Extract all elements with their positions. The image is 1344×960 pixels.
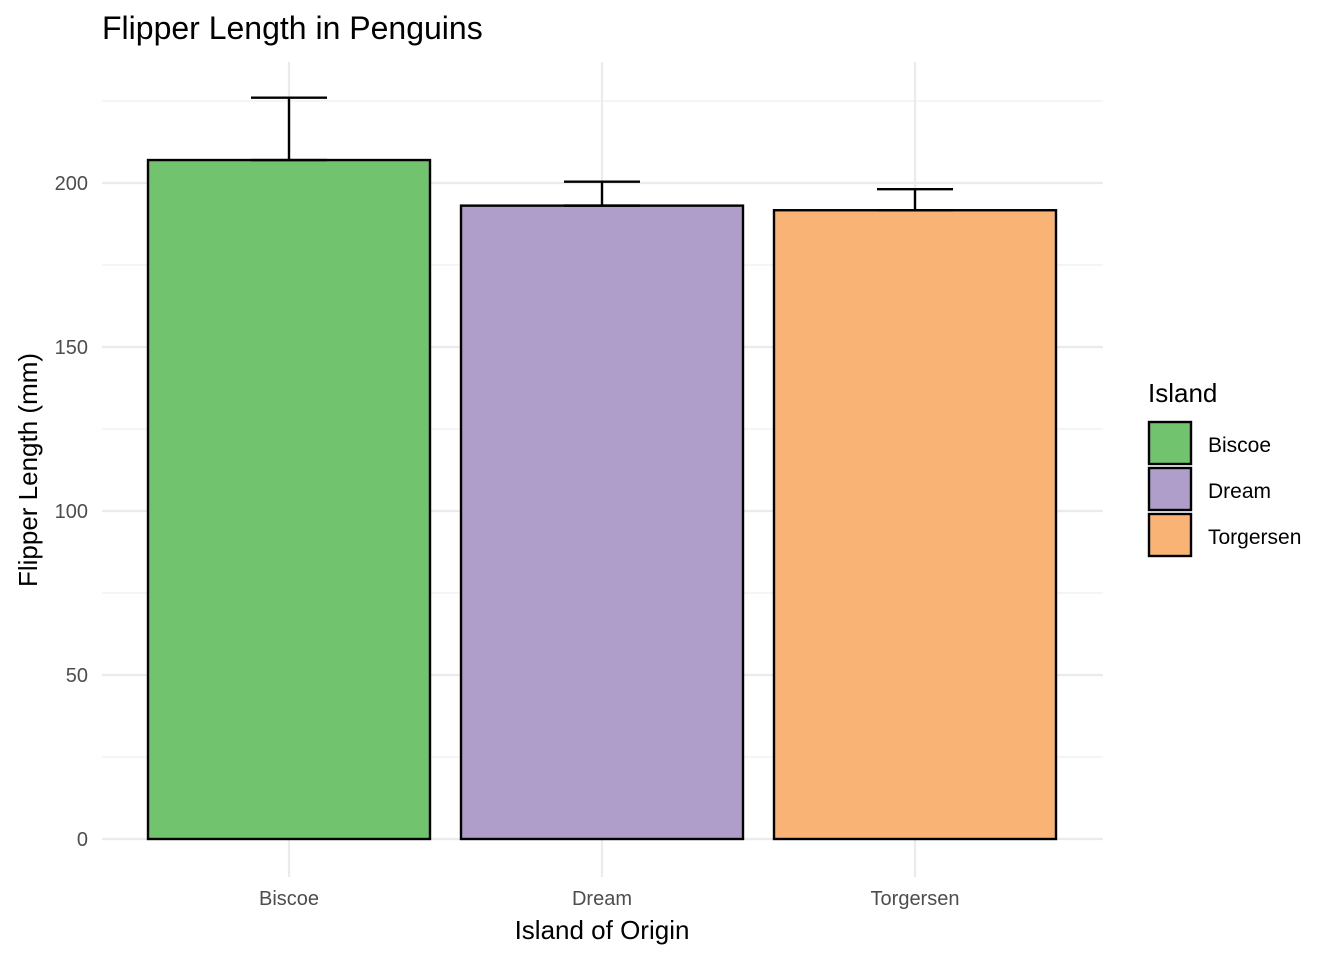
legend-label: Biscoe [1208,434,1271,457]
y-tick-labels: 0 50 100 150 200 [55,173,88,851]
y-tick-label: 150 [55,337,88,359]
y-tick-label: 200 [55,173,88,195]
legend-key-torgersen [1147,512,1193,558]
bar-biscoe [146,158,432,841]
legend-items: Biscoe Dream Torgersen [1147,420,1301,558]
y-tick-label: 100 [55,501,88,523]
legend-label: Torgersen [1208,526,1301,549]
y-axis-title: Flipper Length (mm) [13,353,43,587]
bar-dream [459,204,745,841]
y-tick-label: 50 [66,665,88,687]
chart-title: Flipper Length in Penguins [102,10,483,46]
x-tick-label: Dream [572,888,632,910]
legend-title: Island [1148,378,1217,408]
legend-key-dream [1147,466,1193,512]
x-tick-label: Torgersen [871,888,960,910]
x-axis-title: Island of Origin [515,915,690,945]
legend-key-biscoe [1147,420,1193,466]
bar-torgersen [772,209,1058,841]
x-tick-label: Biscoe [259,888,319,910]
legend: Island Biscoe Dream Torgersen [1147,378,1301,558]
x-tick-labels: Biscoe Dream Torgersen [259,888,959,910]
y-tick-label: 0 [77,829,88,851]
legend-label: Dream [1208,480,1271,503]
error-bars [251,96,953,212]
bars [146,158,1058,841]
